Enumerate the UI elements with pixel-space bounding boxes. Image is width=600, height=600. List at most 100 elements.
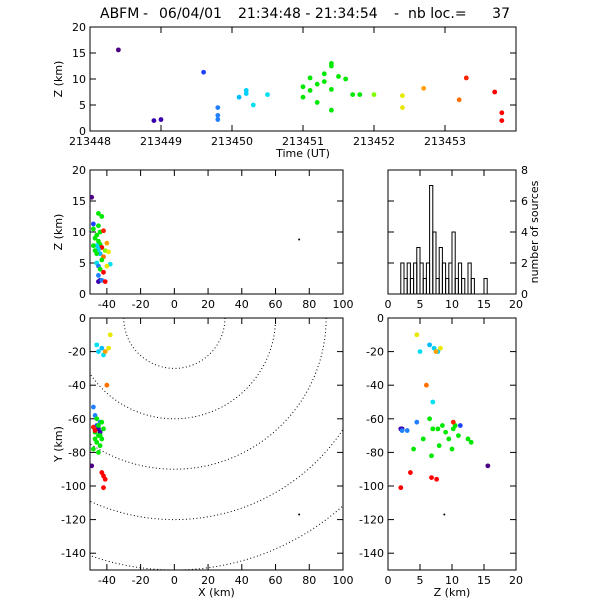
data-point [429,475,434,480]
data-point [243,91,249,96]
y-tick-label: 10 [72,73,86,86]
y-tick-label: 4 [521,226,528,239]
data-point [92,428,98,433]
y-tick-label: 15 [72,195,86,208]
y-tick-label: 8 [521,164,528,177]
data-point [414,419,420,425]
data-point [106,345,111,351]
data-point [424,382,429,388]
data-points [398,332,491,516]
y-tick-label: -60 [68,413,86,426]
y-tick-label: -140 [61,547,86,560]
data-point [101,228,106,234]
data-point [329,63,334,69]
x-tick-label: -20 [132,574,150,587]
y-tick-label: 2 [521,257,528,270]
data-point [411,446,416,452]
data-point [457,423,463,428]
title-count-value: 37 [492,6,510,22]
y-tick-label: 5 [79,257,86,270]
data-point [104,382,110,388]
data-points [90,194,301,284]
x-tick-label: 213448 [69,135,111,148]
data-point [414,332,420,338]
data-point [101,269,106,275]
data-point [151,118,157,123]
data-point [106,249,111,255]
data-point [101,485,106,491]
data-point [96,423,101,428]
data-point [468,439,474,445]
title-separator-2: - [394,6,399,22]
data-point [300,84,306,90]
y-tick-label: -80 [366,446,384,459]
data-point [99,419,105,425]
x-tick-label: 0 [385,298,392,311]
x-tick-label: 5 [417,574,424,587]
data-point [102,349,108,354]
plot-frame [89,26,517,132]
x-tick-label: 20 [509,574,523,587]
data-point [96,223,101,229]
data-point [90,446,96,452]
x-tick-label: 213449 [140,135,182,148]
x-tick-label: 0 [171,574,178,587]
y-tick-label: 0 [79,312,86,325]
data-point [371,92,377,97]
x-tick-label: 20 [201,574,215,587]
data-point [307,75,313,81]
data-point [463,75,469,81]
x-tick-label: -20 [132,298,150,311]
y-axis-label: Z (km) [52,61,65,98]
x-tick-label: 213450 [211,135,253,148]
y-tick-label: -120 [61,514,86,527]
histogram-bar [470,278,475,295]
data-point [102,476,108,482]
panel-plan-view: -40 -20 0 20 40 60 80 100 -140 -120 -100 -80 -60 -40 -… [52,312,354,599]
plot-frame [387,317,517,571]
data-point [92,235,98,241]
data-point [102,279,108,284]
x-tick-label: 40 [235,574,249,587]
y-tick-label: 0 [79,125,86,138]
y-tick-label: -40 [68,379,86,392]
data-point [107,332,113,338]
title-prefix: ABFM [100,6,139,22]
y-tick-label: -20 [68,346,86,359]
x-tick-label: 213451 [282,135,324,148]
data-point [90,243,96,249]
data-point [215,113,221,118]
histogram-bar [461,278,466,295]
histogram-bar [451,231,456,295]
x-tick-label: 213453 [424,135,466,148]
data-point [443,429,448,435]
histogram-bars [400,185,488,295]
data-point [398,485,404,491]
data-point [430,426,436,432]
x-tick-label: -40 [98,298,116,311]
data-point [430,399,436,405]
data-point [499,110,505,116]
x-axis-label: Time (UT) [275,147,330,160]
plot-frame [89,169,344,295]
data-point [417,349,423,354]
data-point [307,88,313,93]
data-point [90,463,95,469]
y-tick-label: 6 [521,195,528,208]
y-tick-label: 20 [72,21,86,34]
data-point [443,513,446,516]
panel-time-height: 213448 213449 213450 213451 213452 213453 0 5 10… [52,21,517,160]
data-point [456,97,462,103]
data-point [94,251,100,257]
data-point [215,105,221,110]
data-point [94,416,100,422]
x-axis-label: Z (km) [434,586,471,599]
data-point [357,92,363,97]
x-tick-label: 213452 [353,135,395,148]
data-point [350,92,356,97]
data-point [96,450,101,455]
data-point [399,428,405,433]
data-point [97,433,103,438]
data-point [434,476,440,482]
data-point [99,470,105,475]
